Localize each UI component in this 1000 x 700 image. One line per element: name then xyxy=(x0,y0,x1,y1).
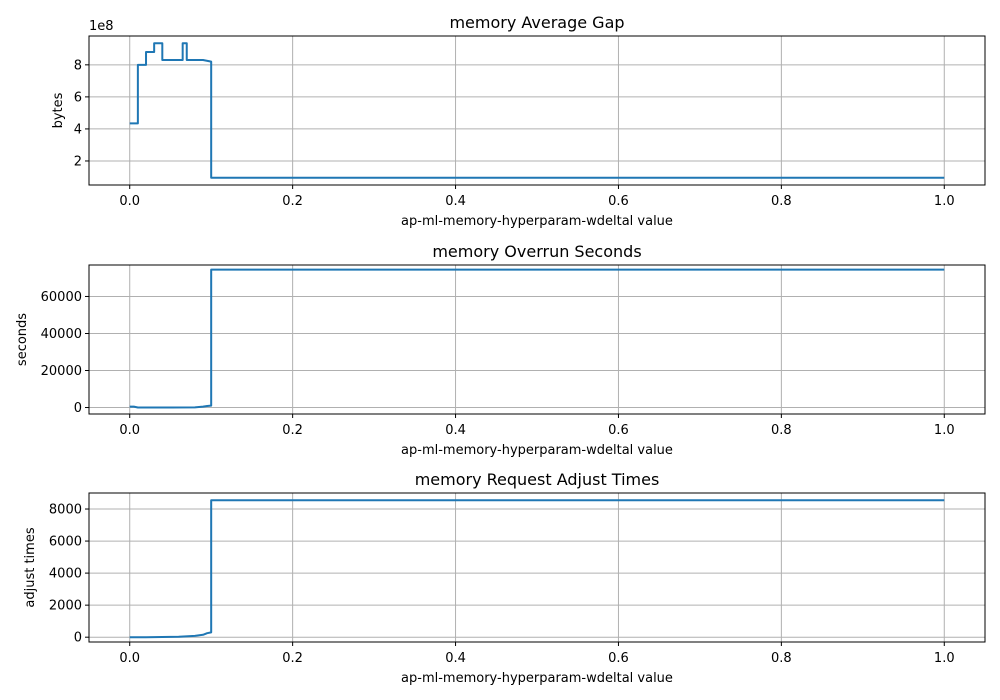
subplot-3: 0.0 0.2 0.4 0.6 0.8 1.0 0 2000 4000 6000 8000 memor… xyxy=(23,470,986,686)
subplot-1: 0.0 0.2 0.4 0.6 0.8 1.0 2 4 6 8 1e8 memory Average … xyxy=(51,13,986,229)
y-tick-label: 6000 xyxy=(49,535,82,550)
y-tick-label: 4000 xyxy=(49,567,82,582)
axes-frame xyxy=(88,264,986,415)
x-axis-label: ap-ml-memory-hyperparam-wdeltal value xyxy=(401,443,673,458)
x-tick-label: 0.4 xyxy=(445,194,466,209)
x-tick-label: 0.6 xyxy=(608,651,629,666)
y-axis-label: bytes xyxy=(51,92,66,128)
series-line xyxy=(129,268,945,409)
y-axis-label: adjust times xyxy=(23,527,38,607)
x-tick-label: 0.6 xyxy=(608,194,629,209)
y-tick-label: 60000 xyxy=(41,290,82,305)
x-tick-label: 0.8 xyxy=(771,194,792,209)
chart-title: memory Overrun Seconds xyxy=(432,242,641,261)
y-tick-label: 8000 xyxy=(49,503,82,518)
x-tick-label: 0.0 xyxy=(119,651,140,666)
axes-frame xyxy=(88,35,986,186)
y-tick-label: 4 xyxy=(74,122,82,137)
x-tick-label: 0.0 xyxy=(119,423,140,438)
x-tick-label: 0.2 xyxy=(282,194,303,209)
y-tick-label: 2000 xyxy=(49,599,82,614)
x-tick-label: 1.0 xyxy=(934,651,955,666)
series-line xyxy=(129,42,945,179)
axes-frame xyxy=(88,492,986,643)
x-tick-label: 0.6 xyxy=(608,423,629,438)
y-tick-label: 40000 xyxy=(41,327,82,342)
y-tick-label: 0 xyxy=(74,631,82,646)
y-offset-label: 1e8 xyxy=(89,19,114,34)
series-line xyxy=(129,499,945,639)
x-axis-label: ap-ml-memory-hyperparam-wdeltal value xyxy=(401,671,673,686)
y-tick-label: 6 xyxy=(74,90,82,105)
x-tick-label: 0.8 xyxy=(771,423,792,438)
y-axis-label: seconds xyxy=(15,313,30,366)
x-tick-label: 1.0 xyxy=(934,423,955,438)
x-axis-label: ap-ml-memory-hyperparam-wdeltal value xyxy=(401,214,673,229)
x-tick-label: 0.2 xyxy=(282,651,303,666)
y-tick-label: 0 xyxy=(74,401,82,416)
x-tick-label: 0.4 xyxy=(445,423,466,438)
y-tick-label: 20000 xyxy=(41,364,82,379)
x-tick-label: 0.2 xyxy=(282,423,303,438)
y-tick-label: 8 xyxy=(74,58,82,73)
x-tick-label: 0.0 xyxy=(119,194,140,209)
x-tick-label: 1.0 xyxy=(934,194,955,209)
x-tick-label: 0.8 xyxy=(771,651,792,666)
y-tick-label: 2 xyxy=(74,154,82,169)
x-tick-label: 0.4 xyxy=(445,651,466,666)
chart-title: memory Average Gap xyxy=(449,13,624,32)
chart-title: memory Request Adjust Times xyxy=(415,470,660,489)
subplot-2: 0.0 0.2 0.4 0.6 0.8 1.0 0 20000 40000 60000 memory… xyxy=(15,242,986,458)
